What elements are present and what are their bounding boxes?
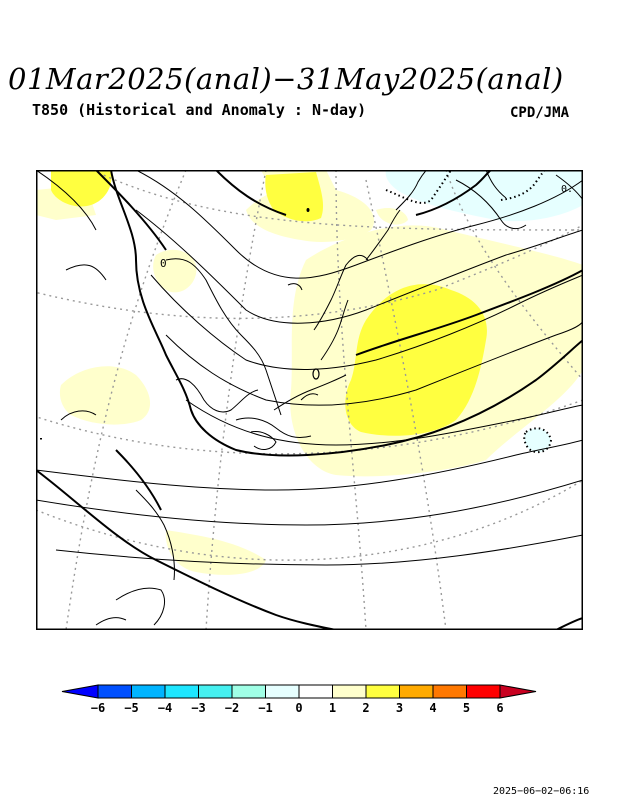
colorbar-swatch [332, 684, 367, 699]
colorbar-ticks: −6 −5 −4 −3 −2 −1 0 1 2 3 4 5 6 [91, 701, 504, 715]
timestamp: 2025−06−02−06:16 [493, 786, 590, 797]
colorbar-tick-label: −6 [91, 701, 105, 715]
anomaly-contour-negative [40, 170, 553, 454]
colorbar-swatch [399, 684, 434, 699]
colorbar-tick-label: 4 [429, 701, 436, 715]
contour-ring [312, 368, 320, 380]
contour-lines [36, 170, 583, 566]
colorbar-swatch [365, 684, 400, 699]
colorbar-swatch [231, 684, 266, 699]
contour-lines-thick [36, 170, 583, 630]
colorbar-tick-label: −5 [124, 701, 138, 715]
colorbar-tick-label: 3 [396, 701, 403, 715]
chart-title: 01Mar2025(anal)−31May2025(anal) [8, 62, 564, 96]
colorbar-swatch [265, 684, 300, 699]
colorbar-tick-label: −1 [258, 701, 272, 715]
anomaly-map: 0 0. [36, 170, 583, 630]
colorbar-arrow-right [499, 684, 537, 699]
colorbar-tick-label: 1 [329, 701, 336, 715]
colorbar-swatch [298, 684, 333, 699]
colorbar-swatch [432, 684, 467, 699]
lat-lon-grid [36, 170, 583, 630]
colorbar-swatch [466, 684, 501, 699]
contour-label-zero-b: 0. [561, 184, 573, 195]
colorbar-swatch [198, 684, 233, 699]
colorbar-tick-label: 2 [362, 701, 369, 715]
chart-subtitle: T850 (Historical and Anomaly : N-day) [32, 101, 367, 119]
colorbar-swatches [61, 684, 537, 699]
colorbar-tick-label: −2 [225, 701, 239, 715]
agency-label: CPD/JMA [510, 105, 570, 121]
anomaly-shading-neg1 [385, 170, 583, 453]
colorbar-tick-label: 0 [295, 701, 302, 715]
colorbar-tick-label: 6 [496, 701, 503, 715]
colorbar-arrow-left [61, 684, 99, 699]
contour-dot [306, 208, 310, 212]
colorbar-swatch [164, 684, 199, 699]
colorbar: −6 −5 −4 −3 −2 −1 0 1 2 3 4 5 6 [61, 684, 537, 715]
colorbar-tick-label: 5 [463, 701, 470, 715]
anomaly-shading-pos2 [51, 170, 487, 436]
colorbar-swatch [97, 684, 132, 699]
colorbar-tick-label: −3 [191, 701, 205, 715]
colorbar-swatch [131, 684, 166, 699]
colorbar-tick-label: −4 [158, 701, 172, 715]
contour-label-zero: 0 [160, 257, 167, 270]
